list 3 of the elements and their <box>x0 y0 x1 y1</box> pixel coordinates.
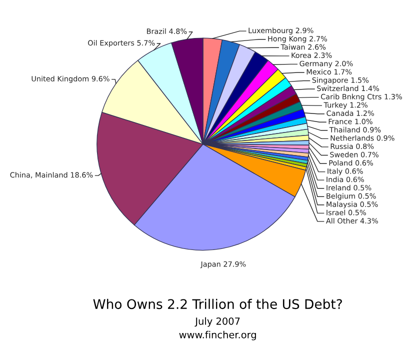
text: Who Owns 2.2 Trillion of the US Debt? <box>93 298 342 310</box>
text: July 2007 <box>194 317 240 327</box>
text: www.fincher.org <box>179 330 256 340</box>
